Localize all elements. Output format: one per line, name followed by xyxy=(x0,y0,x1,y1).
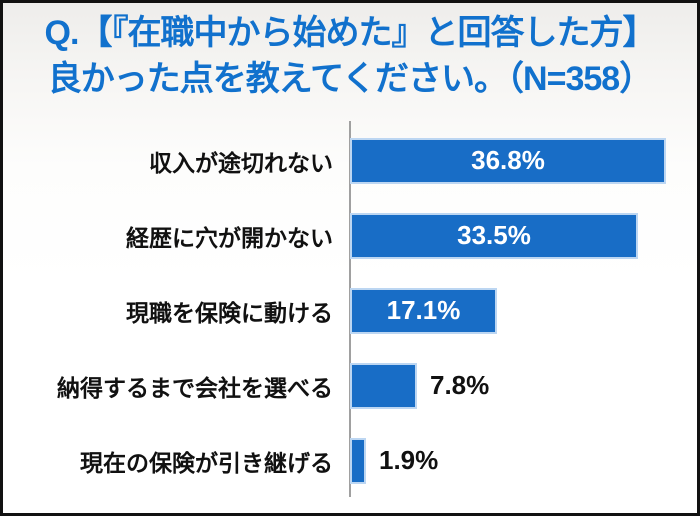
bar-area: 33.5% xyxy=(350,212,694,259)
category-label: 納得するまで会社を選べる xyxy=(57,374,333,401)
bar-area: 17.1% xyxy=(350,287,694,334)
bar: 17.1% xyxy=(350,287,497,334)
bar-row: 経歴に穴が開かない 33.5% xyxy=(3,198,694,273)
category-label: 経歴に穴が開かない xyxy=(126,224,333,251)
value-label: 36.8% xyxy=(471,145,545,175)
bar-rows: 収入が途切れない 36.8% 経歴に穴が開かない 33.5% 現職を保険に動ける 17.1… xyxy=(3,123,694,498)
value-label: 17.1% xyxy=(386,295,461,325)
question-title-line2: 良かった点を教えてください。（N=358） xyxy=(47,60,653,98)
bar-area: 36.8% xyxy=(350,137,694,184)
bar-chart: 収入が途切れない 36.8% 経歴に穴が開かない 33.5% 現職を保険に動ける 17.1… xyxy=(3,121,694,501)
value-label: 7.8% xyxy=(430,370,490,400)
category-label: 現在の保険が引き継げる xyxy=(80,449,333,476)
bar-row: 収入が途切れない 36.8% xyxy=(3,123,694,198)
bar: 33.5% xyxy=(350,212,638,259)
bar-row: 現職を保険に動ける 17.1% xyxy=(3,273,694,348)
bar: 36.8% xyxy=(350,137,666,184)
category-label: 収入が途切れない xyxy=(149,149,333,176)
value-label: 33.5% xyxy=(457,220,531,250)
bar-row: 納得するまで会社を選べる 7.8% xyxy=(3,348,694,423)
bar-area: 7.8% xyxy=(350,362,694,409)
value-label: 1.9% xyxy=(379,445,439,475)
bar-row: 現在の保険が引き継げる 1.9% xyxy=(3,423,694,498)
category-label: 現職を保険に動ける xyxy=(126,299,333,326)
question-title: Q.【『在職中から始めた』と回答した方】 良かった点を教えてください。（N=35… xyxy=(3,10,697,102)
question-title-line1: Q.【『在職中から始めた』と回答した方】 xyxy=(44,14,657,52)
bar xyxy=(350,362,417,409)
bar-area: 1.9% xyxy=(350,437,694,484)
bar xyxy=(350,437,366,484)
